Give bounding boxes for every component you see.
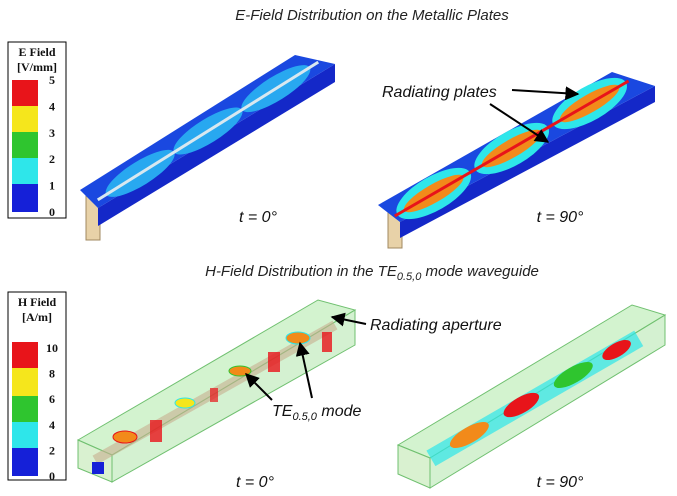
title-part: H-Field Distribution in the TE [205, 263, 398, 280]
legend-title: H Field [18, 295, 57, 309]
legend-tick-label: 2 [49, 443, 55, 457]
panel-label: t = 0° [236, 474, 275, 491]
legend-tick-label: 2 [49, 152, 55, 166]
legend-tick-label: 6 [49, 392, 55, 406]
mode-part: mode [317, 403, 362, 420]
legend-tick-label: 8 [49, 367, 55, 381]
legend-tick-label: 10 [46, 341, 58, 355]
mode-part: TE [272, 403, 293, 420]
figure: E-Field Distribution on the Metallic Pla… [0, 0, 677, 496]
h-field-title: H-Field Distribution in the TE0.5,0 mode… [205, 263, 539, 283]
annotation: Radiating plates [382, 84, 497, 101]
h-waveguide-0 [78, 300, 355, 482]
legend-tick-label: 0 [49, 469, 55, 483]
title-part: mode waveguide [421, 263, 539, 280]
e-waveguide-0 [80, 52, 335, 240]
legend-tick-label: 0 [49, 205, 55, 219]
legend-unit: [A/m] [22, 310, 52, 324]
mode-subscript: 0.5,0 [292, 411, 317, 423]
h-legend: H Field [A/m] [8, 292, 66, 480]
legend-tick-label: 4 [49, 99, 55, 113]
legend-tick-label: 1 [49, 179, 55, 193]
panel-label: t = 90° [537, 474, 584, 491]
legend-tick-label: 3 [49, 126, 55, 140]
annotation: Radiating aperture [370, 317, 502, 334]
title-subscript: 0.5,0 [397, 271, 422, 283]
legend-tick-label: 4 [49, 418, 55, 432]
e-field-title: E-Field Distribution on the Metallic Pla… [235, 7, 509, 24]
panel-label: t = 0° [239, 209, 278, 226]
panel-label: t = 90° [537, 209, 584, 226]
legend-tick-label: 5 [49, 73, 55, 87]
annotation: TE0.5,0 mode [272, 403, 361, 423]
arrow [512, 90, 578, 94]
e-legend: E Field [V/mm] [8, 42, 66, 218]
legend-title: E Field [18, 45, 55, 59]
legend-unit: [V/mm] [17, 60, 57, 74]
